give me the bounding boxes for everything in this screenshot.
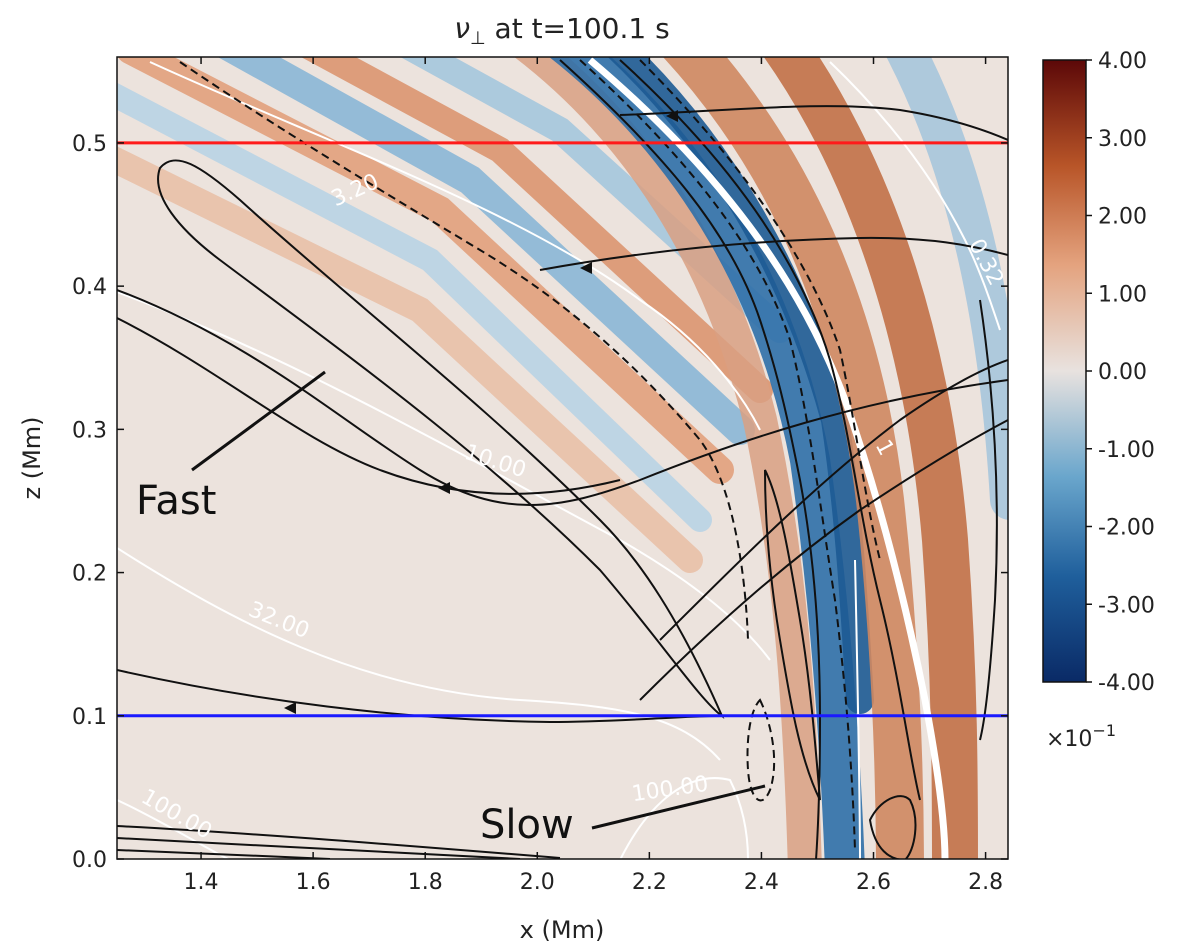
x-axis-label: x (Mm) xyxy=(520,916,605,944)
y-tick-label: 0.1 xyxy=(72,705,107,730)
arrow-1 xyxy=(666,110,678,122)
contour-3-20 xyxy=(149,61,761,431)
plot-frame xyxy=(116,56,1009,860)
y-axis-label: z (Mm) xyxy=(18,416,46,499)
y-tick-label: 0.0 xyxy=(72,848,107,873)
y-tick-label: 0.2 xyxy=(72,562,107,587)
contour-slow-tube-left xyxy=(559,59,822,859)
y-tick-label: 0.4 xyxy=(72,275,107,300)
x-tick-label: 2.8 xyxy=(968,870,1003,895)
contour-dashed-1 xyxy=(179,61,749,641)
y-tick-label: 0.3 xyxy=(72,418,107,443)
colorbar-multiplier-base: ×10 xyxy=(1046,727,1092,752)
x-tick-label: 2.6 xyxy=(856,870,891,895)
x-tick-label: 2.2 xyxy=(632,870,667,895)
heatmap-bands xyxy=(117,57,1008,859)
colorbar-tick-label: -4.00 xyxy=(1098,671,1155,696)
field-line-10 xyxy=(659,359,1008,641)
x-tick-label: 1.8 xyxy=(408,870,443,895)
y-tick-label: 0.5 xyxy=(72,132,107,157)
fast-pointer-line xyxy=(191,370,326,472)
field-line-5 xyxy=(117,669,721,724)
field-line-1 xyxy=(117,289,1008,506)
field-arrows xyxy=(284,110,678,714)
contour-dashed-2 xyxy=(579,59,856,851)
x-tick-label: 1.4 xyxy=(184,870,219,895)
contour-0-32 xyxy=(829,61,1001,331)
field-line-3 xyxy=(539,236,1008,271)
field-line-8 xyxy=(117,849,331,859)
contour-right-edge xyxy=(979,299,998,741)
colorbar-ticks: 4.00 3.00 2.00 1.00 0.00 -1.00 -2.00 -3.00 -4.00 xyxy=(1086,49,1155,696)
contour-slow-tube-right xyxy=(619,59,921,801)
contour-100-right xyxy=(619,777,749,859)
heatmap-area: 3.20 10.00 32.00 100.00 100.00 0.32 1 xyxy=(117,57,1008,859)
contour-slow-base xyxy=(868,795,917,859)
colorbar-multiplier-exp: −1 xyxy=(1092,721,1116,740)
colorbar-tick-label: 3.00 xyxy=(1098,127,1147,152)
contour-1-thick xyxy=(587,57,949,859)
field-line-6 xyxy=(117,825,561,859)
colorbar-tick-label: -1.00 xyxy=(1098,438,1155,463)
arrow-2 xyxy=(580,262,592,274)
slow-pointer-line xyxy=(591,784,766,830)
band-fast-5 xyxy=(301,57,773,403)
band-fast-1 xyxy=(117,146,703,573)
colorbar-tick-label: -3.00 xyxy=(1098,593,1155,618)
colorbar-tick-label: 0.00 xyxy=(1098,360,1147,385)
band-slow-4 xyxy=(663,57,924,859)
title-text: at t=100.1 s xyxy=(486,12,670,45)
contour-slow-lobe xyxy=(764,469,821,801)
band-slow-6 xyxy=(886,57,1008,520)
white-contours xyxy=(117,61,1001,859)
arrow-3 xyxy=(438,482,450,494)
colorbar-multiplier: ×10−1 xyxy=(1046,721,1116,752)
arrow-4 xyxy=(284,702,296,714)
colorbar-tick-label: 4.00 xyxy=(1098,49,1147,74)
dashed-contours xyxy=(179,59,881,851)
colorbar-tick-label: 1.00 xyxy=(1098,282,1147,307)
colorbar xyxy=(1042,59,1087,683)
x-tick-label: 1.6 xyxy=(296,870,331,895)
y-axis-ticks: 0.0 0.1 0.2 0.3 0.4 0.5 xyxy=(72,132,1008,873)
field-line-2 xyxy=(117,317,621,495)
band-fast-2 xyxy=(117,82,712,532)
contour-dashed-slow xyxy=(746,698,776,802)
field-line-4 xyxy=(619,105,1008,141)
band-fast-4 xyxy=(217,57,755,445)
band-fast-3 xyxy=(117,57,734,484)
slow-annotation: Slow xyxy=(480,802,574,848)
chart-title: ν⊥ at t=100.1 s xyxy=(454,12,669,49)
contour-32-00 xyxy=(117,547,721,761)
field-line-7 xyxy=(117,837,521,859)
band-slow-5 xyxy=(763,57,978,859)
fast-annotation: Fast xyxy=(136,478,216,524)
x-axis-ticks: 1.4 1.6 1.8 2.0 2.2 2.4 2.6 2.8 xyxy=(184,57,1003,895)
field-line-9 xyxy=(639,419,1008,701)
band-slow-2 xyxy=(549,57,865,859)
colorbar-tick-label: -2.00 xyxy=(1098,516,1155,541)
title-subscript: ⊥ xyxy=(470,28,486,49)
colorbar-tick-label: 2.00 xyxy=(1098,205,1147,230)
title-symbol: ν xyxy=(454,12,470,45)
contour-10-00 xyxy=(117,291,771,661)
x-tick-label: 2.4 xyxy=(744,870,779,895)
contour-dashed-3 xyxy=(639,59,881,561)
x-tick-label: 2.0 xyxy=(520,870,555,895)
contour-white-vertical xyxy=(854,559,861,859)
